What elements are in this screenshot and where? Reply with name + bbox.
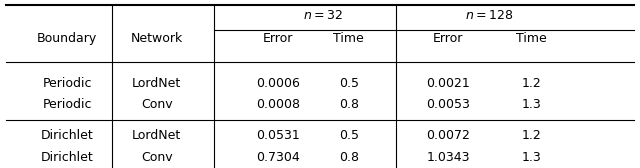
Text: Dirichlet: Dirichlet — [41, 129, 93, 142]
Text: Periodic: Periodic — [42, 98, 92, 112]
Text: LordNet: LordNet — [132, 129, 181, 142]
Text: 0.5: 0.5 — [339, 77, 359, 90]
Text: 0.0008: 0.0008 — [257, 98, 300, 112]
Text: 1.2: 1.2 — [522, 129, 541, 142]
Text: Time: Time — [516, 32, 547, 45]
Text: Error: Error — [433, 32, 463, 45]
Text: 0.8: 0.8 — [339, 151, 359, 164]
Text: 0.0053: 0.0053 — [426, 98, 470, 112]
Text: Conv: Conv — [141, 98, 173, 112]
Text: 0.8: 0.8 — [339, 98, 359, 112]
Text: $n = 128$: $n = 128$ — [465, 9, 514, 22]
Text: LordNet: LordNet — [132, 77, 181, 90]
Text: Dirichlet: Dirichlet — [41, 151, 93, 164]
Text: 0.0006: 0.0006 — [257, 77, 300, 90]
Text: 0.5: 0.5 — [339, 129, 359, 142]
Text: 0.0531: 0.0531 — [257, 129, 300, 142]
Text: 1.0343: 1.0343 — [426, 151, 470, 164]
Text: Time: Time — [333, 32, 364, 45]
Text: 1.3: 1.3 — [522, 98, 541, 112]
Text: 0.0021: 0.0021 — [426, 77, 470, 90]
Text: Periodic: Periodic — [42, 77, 92, 90]
Text: Error: Error — [263, 32, 294, 45]
Text: 0.0072: 0.0072 — [426, 129, 470, 142]
Text: Network: Network — [131, 32, 183, 45]
Text: 1.2: 1.2 — [522, 77, 541, 90]
Text: 1.3: 1.3 — [522, 151, 541, 164]
Text: Conv: Conv — [141, 151, 173, 164]
Text: Boundary: Boundary — [37, 32, 97, 45]
Text: $n = 32$: $n = 32$ — [303, 9, 343, 22]
Text: 0.7304: 0.7304 — [257, 151, 300, 164]
